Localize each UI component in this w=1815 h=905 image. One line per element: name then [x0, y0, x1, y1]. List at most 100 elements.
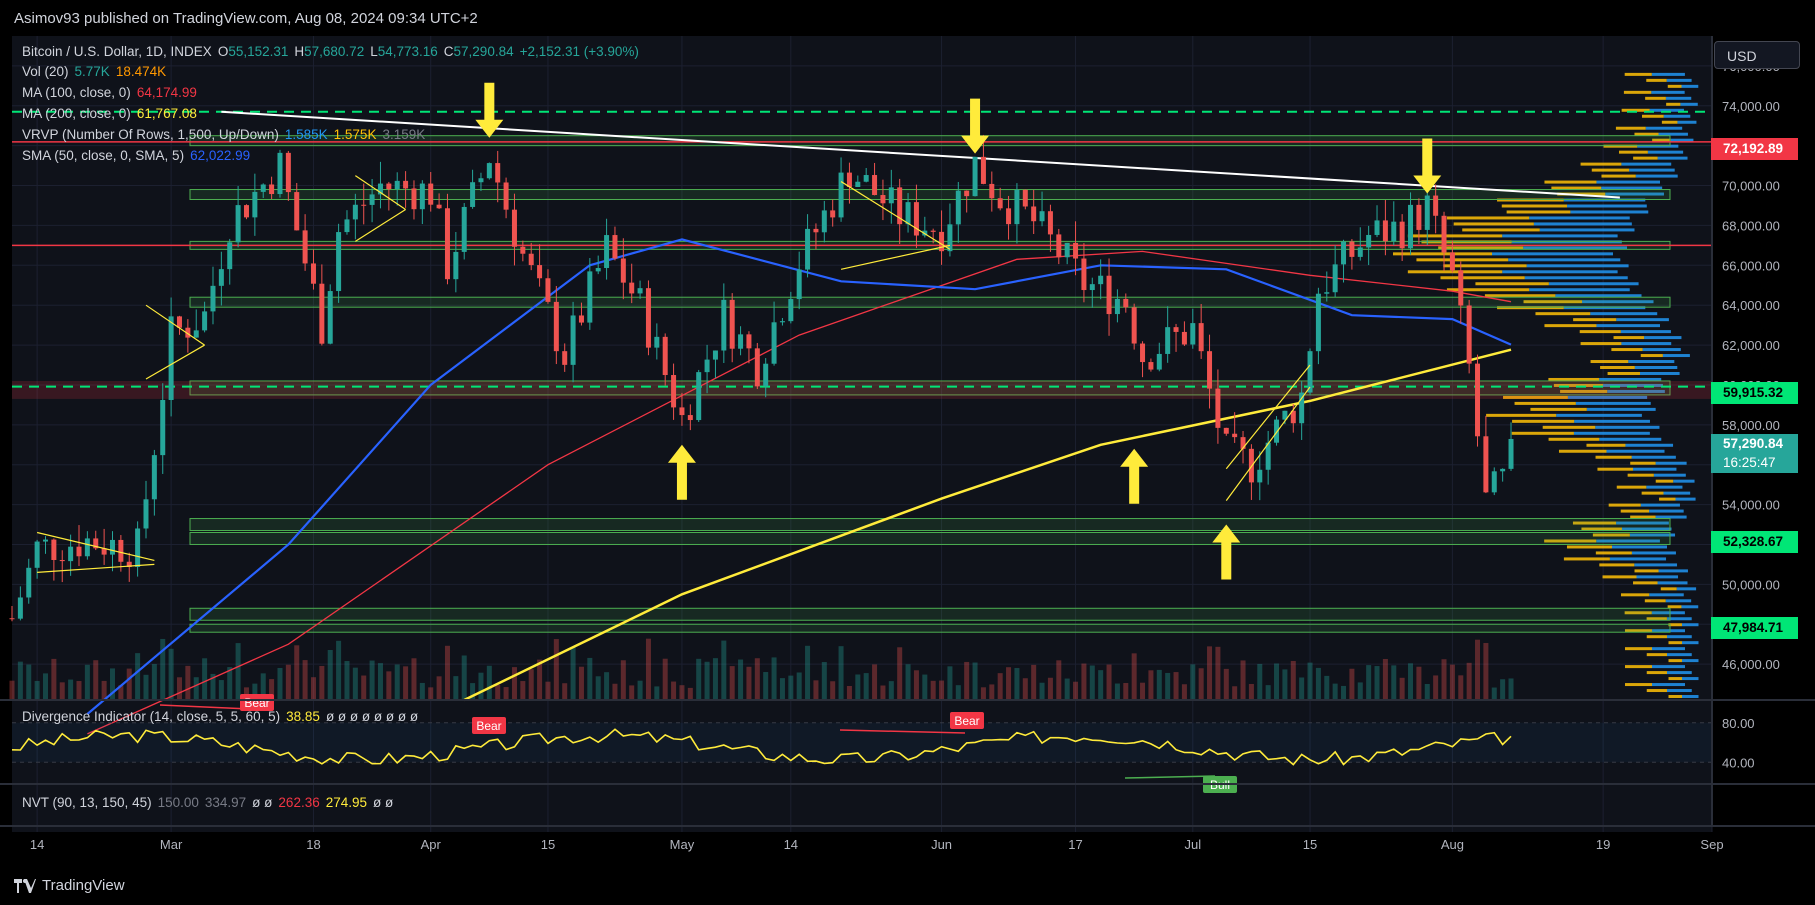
vrvp-bar-down — [1484, 294, 1556, 298]
candle-body — [947, 224, 953, 252]
volume-bar — [176, 677, 182, 700]
vrvp-bar-down — [1666, 102, 1681, 106]
ma100-legend[interactable]: MA (100, close, 0) 64,174.99 — [22, 85, 203, 100]
volume-bar — [897, 647, 903, 700]
candle-body — [319, 283, 325, 344]
vrvp-bar-down — [1512, 419, 1575, 423]
vrvp-bar-down — [1640, 354, 1663, 358]
annotation-arrows — [475, 82, 1442, 580]
symbol-legend[interactable]: Bitcoin / U.S. Dollar, 1D, INDEX O55,152.… — [22, 44, 645, 59]
vrvp-bar-up — [1680, 102, 1698, 106]
candle-body — [629, 282, 635, 294]
divergence-legend[interactable]: Divergence Indicator (14, close, 5, 5, 6… — [22, 709, 424, 724]
candle-body — [888, 187, 894, 204]
vrvp-bar-up — [1634, 563, 1678, 567]
ma200-legend[interactable]: MA (200, close, 0) 61,767.08 — [22, 106, 203, 121]
vrvp-bar-up — [1575, 401, 1651, 405]
vrvp-bar-down — [1634, 569, 1659, 573]
vrvp-bar-up — [1611, 545, 1667, 549]
candle-body — [369, 194, 375, 205]
vrvp-bar-down — [1443, 264, 1527, 268]
volume-bar — [42, 673, 48, 700]
volume-bar — [336, 640, 342, 700]
price-label-support-low: 52,328.67 — [1711, 531, 1798, 553]
candle-body — [1039, 211, 1045, 222]
vrvp-bar-up — [1609, 557, 1667, 561]
ma100-value: 64,174.99 — [136, 85, 197, 100]
vrvp-legend[interactable]: VRVP (Number Of Rows, 1,500, Up/Down) 1.5… — [22, 127, 431, 142]
volume-bar — [838, 646, 844, 700]
volume-bar — [1299, 677, 1305, 700]
candle-body — [302, 230, 308, 264]
vrvp-bar-down — [1599, 563, 1635, 567]
vrvp-bar-up — [1666, 617, 1692, 621]
candle-body — [511, 209, 517, 247]
candle-body — [1123, 298, 1129, 308]
vrvp-bar-down — [1625, 683, 1652, 687]
vrvp-bar-up — [1657, 581, 1688, 585]
vrvp-bar-down — [1393, 252, 1492, 256]
volume-bar — [729, 666, 735, 700]
currency-button[interactable]: USD — [1714, 41, 1800, 69]
volume-bar — [654, 686, 660, 700]
vrvp-bar-up — [1605, 192, 1664, 196]
volume-bar — [813, 680, 819, 700]
volume-bar — [721, 640, 727, 700]
vrvp-bar-up — [1653, 473, 1686, 477]
vrvp-bar-down — [1627, 473, 1654, 477]
volume-legend[interactable]: Vol (20) 5.77K 18.474K — [22, 64, 172, 79]
vrvp-bar-down — [1514, 401, 1576, 405]
candle-body — [838, 172, 844, 218]
x-tick-label: 17 — [1068, 837, 1082, 852]
volume-bar — [805, 645, 811, 700]
volume-bar — [34, 680, 40, 700]
vrvp-bar-down — [1624, 611, 1652, 615]
vrvp-bar-down — [1668, 623, 1682, 627]
vrvp-bar-down — [1667, 84, 1682, 88]
volume-bar — [1081, 663, 1087, 700]
vrvp-bar-down — [1573, 318, 1617, 322]
candle-body — [1148, 362, 1154, 370]
vrvp-bar-up — [1655, 461, 1687, 465]
vrvp-bar-down — [1523, 300, 1583, 304]
candle-body — [218, 269, 224, 286]
sma50-legend[interactable]: SMA (50, close, 0, SMA, 5) 62,022.99 — [22, 148, 256, 163]
nvt-b: 334.97 — [204, 795, 247, 810]
candle-body — [453, 251, 459, 280]
vrvp-bar-down — [1475, 282, 1549, 286]
vrvp-bar-up — [1649, 108, 1684, 112]
rsi-tick-label: 40.00 — [1722, 755, 1755, 770]
candle-body — [587, 271, 593, 323]
price-label-countdown: 16:25:47 — [1711, 453, 1798, 473]
candle-body — [712, 350, 718, 360]
volume-bar — [26, 664, 32, 700]
candle-body — [679, 407, 685, 416]
volume-bar — [1274, 663, 1280, 700]
candle-body — [1165, 327, 1171, 354]
candle-body — [118, 539, 124, 562]
candle-body — [771, 322, 777, 364]
candle-body — [210, 285, 216, 312]
volume-bar — [972, 662, 978, 700]
vrvp-bar-up — [1642, 348, 1681, 352]
volume-bar — [1047, 677, 1053, 700]
volume-bar — [989, 684, 995, 700]
candle-body — [1114, 298, 1120, 315]
volume-bar — [109, 668, 115, 700]
nvt-legend[interactable]: NVT (90, 13, 150, 45) 150.00 334.97 ø ø 262.… — [22, 795, 399, 810]
chart-area[interactable]: BearBearBearBull 46,000.0048,000.0050,00… — [0, 36, 1815, 868]
candle-body — [537, 265, 543, 279]
vrvp-bar-down — [1668, 659, 1682, 663]
volume-bar — [570, 646, 576, 700]
vrvp-bar-down — [1646, 689, 1667, 693]
candle-body — [553, 301, 559, 352]
pattern-line — [840, 244, 951, 270]
tradingview-logo[interactable]: TradingView — [14, 877, 125, 894]
volume-bar — [553, 639, 559, 700]
candle-body — [202, 311, 208, 331]
volume-bar — [528, 669, 534, 700]
vrvp-bar-up — [1529, 216, 1630, 220]
candle-body — [260, 184, 266, 192]
candle-body — [1299, 392, 1305, 424]
candle-body — [243, 205, 249, 218]
